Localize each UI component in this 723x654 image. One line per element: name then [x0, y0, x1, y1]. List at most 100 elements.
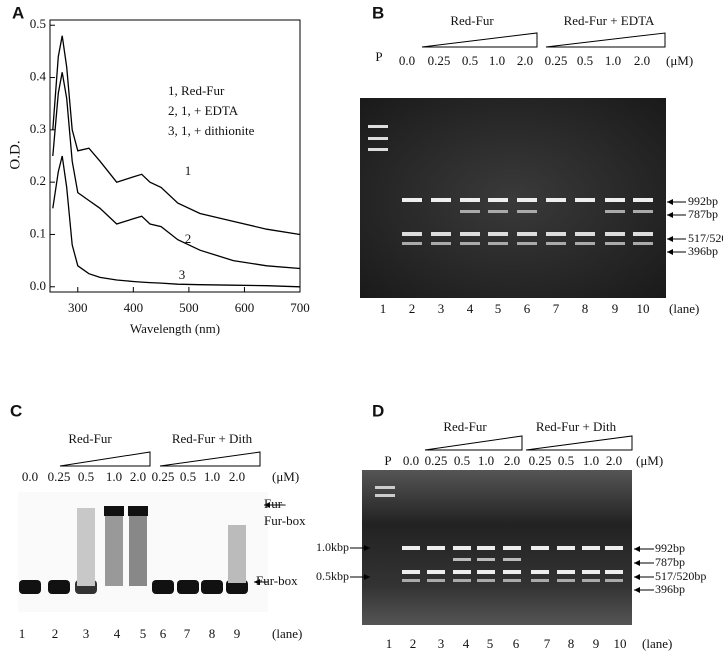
arrow-head: [634, 574, 640, 580]
gel-band: [633, 232, 653, 236]
marker-label: P: [384, 453, 391, 468]
gel-band: [427, 579, 445, 582]
concentration: 0.25: [545, 53, 568, 68]
lane-number: 3: [83, 626, 90, 641]
lane-number: 7: [184, 626, 191, 641]
lane-number: 5: [487, 636, 494, 651]
concentration: 0.25: [428, 53, 451, 68]
concentration: 0.25: [425, 453, 448, 468]
gel-band: [605, 232, 625, 236]
concentration: 0.5: [180, 469, 196, 484]
gel-band: [375, 494, 395, 497]
gel-band: [427, 546, 445, 550]
gradient-wedge: [421, 32, 538, 48]
concentration: 1.0: [204, 469, 220, 484]
gradient-wedge: [525, 435, 633, 451]
gel-band: [633, 210, 653, 213]
lane-number: 2: [409, 301, 416, 316]
x-tick-label: 400: [124, 300, 144, 315]
x-tick-label: 300: [68, 300, 88, 315]
group-label: Red-Fur + Dith: [536, 419, 617, 434]
gradient-wedge: [424, 435, 523, 451]
gel-band: [633, 242, 653, 245]
arrow-head: [364, 574, 370, 580]
legend-entry: 1, Red-Fur: [168, 83, 225, 98]
unit: (μM): [636, 453, 663, 468]
arrow-head: [254, 579, 260, 585]
panel-letter: A: [12, 3, 24, 22]
gel-band: [531, 570, 549, 574]
concentration: 0.0: [399, 53, 415, 68]
gel-band: [488, 232, 508, 236]
band-label: Fur-box: [264, 513, 306, 528]
band-label: Fur-: [264, 496, 286, 511]
gel-band: [477, 558, 495, 561]
band-label: Fur-box: [256, 573, 298, 588]
gel-band: [557, 579, 575, 582]
lane-number: 4: [467, 301, 474, 316]
x-tick-label: 500: [179, 300, 199, 315]
gel-band: [546, 242, 566, 245]
gel-band: [582, 579, 600, 582]
concentration: 0.25: [152, 469, 175, 484]
gradient-wedge: [59, 451, 151, 467]
lane-number: 6: [513, 636, 520, 651]
lane-number: 4: [114, 626, 121, 641]
concentration: 1.0: [583, 453, 599, 468]
gel-band: [402, 232, 422, 236]
lane-number: 10: [614, 636, 627, 651]
arrow-head: [667, 212, 673, 218]
gel-band: [517, 198, 537, 202]
gel-band: [431, 198, 451, 202]
y-tick-label: 0.3: [30, 121, 46, 136]
gel-band: [557, 546, 575, 550]
gel-band: [453, 579, 471, 582]
gel-band: [575, 232, 595, 236]
arrow-head: [667, 199, 673, 205]
gel-band: [557, 570, 575, 574]
group-label: Red-Fur: [68, 431, 112, 446]
gel-band: [503, 558, 521, 561]
concentration: 0.5: [78, 469, 94, 484]
gel-band: [503, 579, 521, 582]
lane-number: 9: [593, 636, 600, 651]
band-label: 517/520bp: [688, 231, 723, 245]
gel-band: [605, 198, 625, 202]
lane-number: 1: [19, 626, 26, 641]
gel-band: [633, 198, 653, 202]
concentration: 2.0: [517, 53, 533, 68]
lane-number: 9: [234, 626, 241, 641]
plot-frame: [49, 19, 301, 293]
gel-band: [605, 210, 625, 213]
group-label: Red-Fur + Dith: [172, 431, 253, 446]
marker-label: P: [375, 49, 382, 64]
group-label: Red-Fur: [450, 13, 494, 28]
concentration: 1.0: [489, 53, 505, 68]
gel-band: [488, 198, 508, 202]
arrow-head: [634, 546, 640, 552]
gel-band: [48, 580, 70, 594]
x-tick-label: 600: [235, 300, 255, 315]
gel-band: [453, 558, 471, 561]
gel-band: [517, 210, 537, 213]
size-marker: 0.5kbp: [316, 569, 349, 583]
gel-band: [402, 242, 422, 245]
y-tick-label: 0.1: [30, 225, 46, 240]
concentration: 1.0: [106, 469, 122, 484]
band-label: 787bp: [655, 555, 685, 569]
lane-number: 8: [568, 636, 575, 651]
gel-band: [375, 486, 395, 489]
y-axis-label: O.D.: [7, 140, 23, 169]
lane-number: 6: [524, 301, 531, 316]
x-axis-label: Wavelength (nm): [130, 321, 220, 336]
band-label: 787bp: [688, 207, 718, 221]
legend-entry: 2, 1, + EDTA: [168, 103, 239, 118]
lane-number: 6: [160, 626, 167, 641]
curve-label: 3: [179, 267, 186, 282]
group-label: Red-Fur + EDTA: [564, 13, 655, 28]
concentration: 1.0: [605, 53, 621, 68]
gel-band: [177, 580, 199, 594]
gel-band: [477, 546, 495, 550]
concentration: 0.0: [403, 453, 419, 468]
lane-number: 1: [380, 301, 387, 316]
